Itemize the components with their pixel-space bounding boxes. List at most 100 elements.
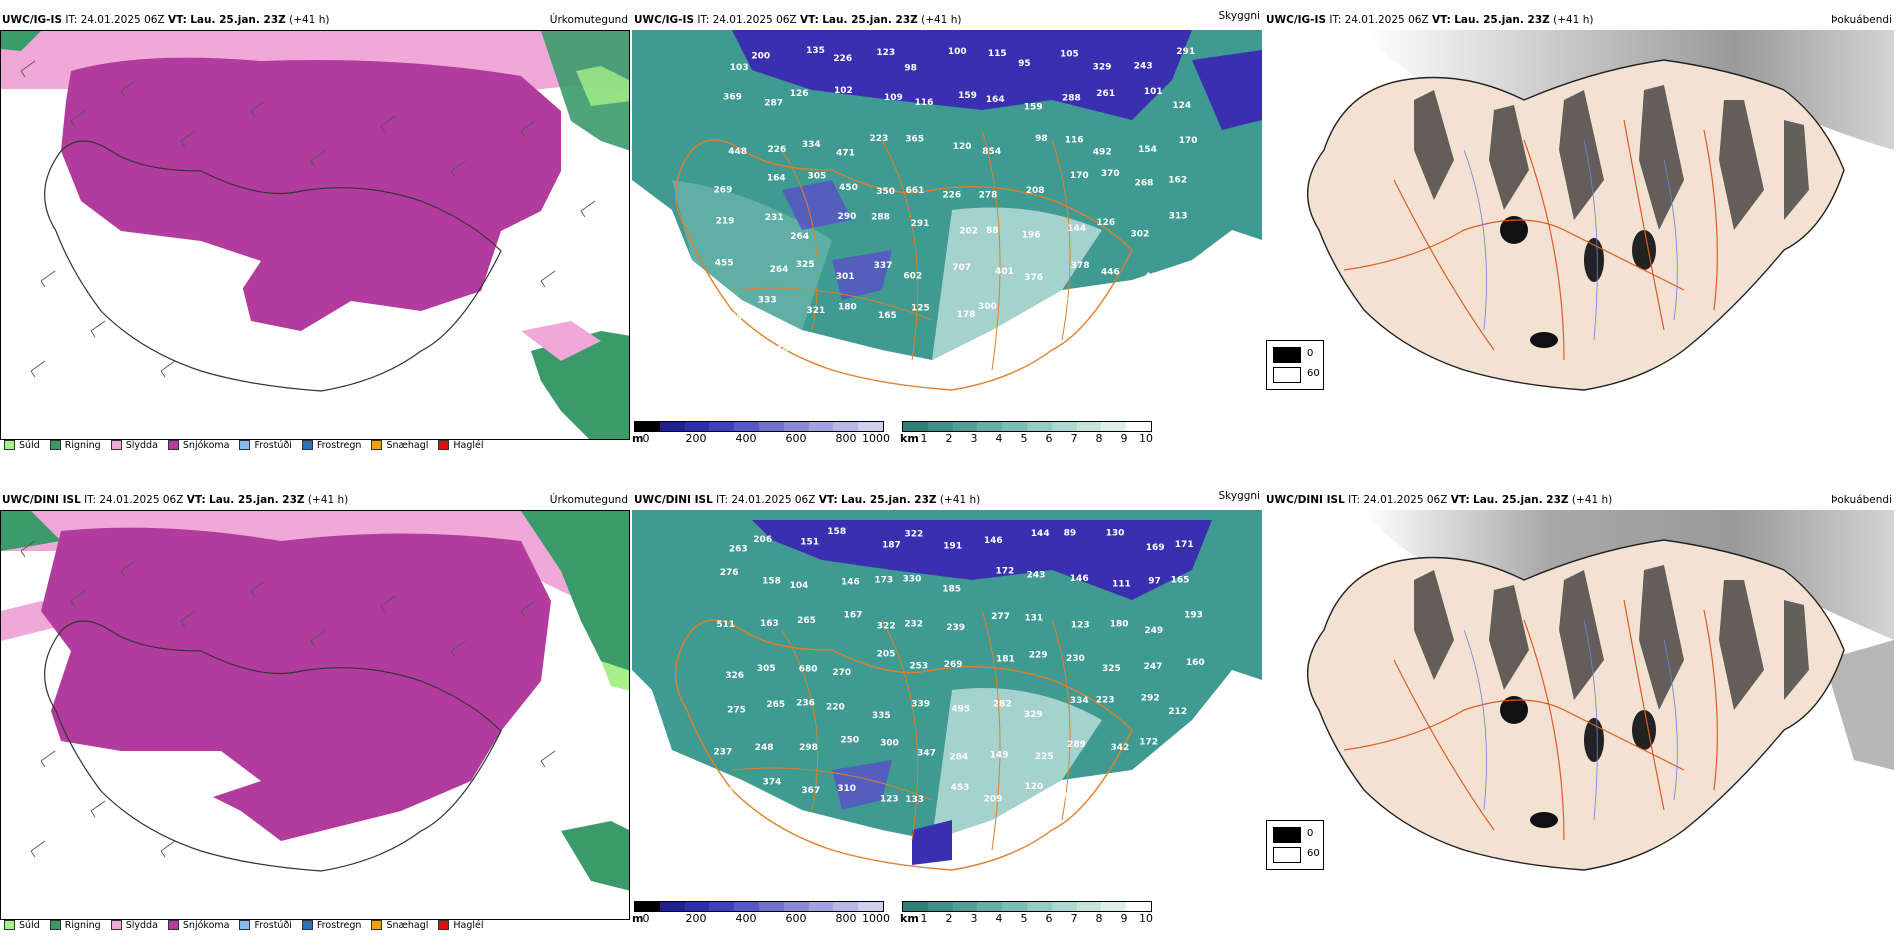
cloud-base-value: 155 bbox=[1133, 306, 1152, 316]
cloud-base-value: 486 bbox=[1145, 272, 1164, 282]
cloud-base-value: 264 bbox=[770, 265, 789, 275]
fog-key-low: 0 bbox=[1307, 348, 1314, 359]
cloudbase-colorbar: m 0 200 400 600 800 1000 bbox=[632, 901, 890, 926]
cloud-base-value: 196 bbox=[1022, 230, 1041, 240]
cloud-base-value: 105 bbox=[1060, 50, 1079, 60]
cloud-map: 103 200 135 226 123 98 100 115 95 105 329 243 291 369… bbox=[632, 30, 1262, 440]
cloud-panel-bottom: UWC/DINI ISL IT: 24.01.2025 06Z VT: Lau.… bbox=[632, 488, 1262, 938]
cloud-base-value: 325 bbox=[796, 260, 815, 270]
cloud-base-value: 167 bbox=[844, 611, 863, 621]
cloud-base-value: 455 bbox=[715, 259, 734, 269]
cloud-base-value: 180 bbox=[1110, 619, 1129, 629]
vt-value: Lau. 25.jan. 23Z bbox=[190, 14, 286, 26]
cloud-base-value: 854 bbox=[982, 147, 1001, 157]
cloud-base-value: 292 bbox=[1062, 792, 1081, 802]
cloud-base-value: 95 bbox=[1146, 776, 1159, 786]
cloud-base-value: 193 bbox=[1184, 611, 1203, 621]
cloud-base-value: 9 bbox=[1177, 795, 1183, 805]
cloud-base-value: 287 bbox=[764, 98, 783, 108]
cloud-base-value: 231 bbox=[765, 213, 784, 223]
panel-title: Úrkomutegund bbox=[549, 494, 628, 506]
fog-key-high: 60 bbox=[1307, 848, 1320, 859]
cloud-base-value: 270 bbox=[832, 668, 851, 678]
cloud-base-value: 237 bbox=[713, 748, 732, 758]
cloud-base-value: 212 bbox=[1168, 707, 1187, 717]
visibility-ticks: 1 2 3 4 5 6 7 8 9 10 bbox=[920, 432, 1154, 445]
cloud-base-value: 162 bbox=[1168, 176, 1187, 186]
cloud-base-value: 367 bbox=[801, 786, 820, 796]
cloud-base-value: 269 bbox=[714, 185, 733, 195]
cloud-base-value: 100 bbox=[948, 47, 967, 57]
cloud-base-value: 163 bbox=[760, 619, 779, 629]
cloud-base-value: 148 bbox=[770, 345, 789, 355]
cloud-base-value: 602 bbox=[903, 272, 922, 282]
model-name: UWC/IG-IS bbox=[2, 14, 63, 26]
cloud-base-value: 206 bbox=[753, 535, 772, 545]
fog-map bbox=[1264, 510, 1894, 920]
cloud-base-value: 124 bbox=[1172, 101, 1191, 111]
cloud-base-value: 171 bbox=[1173, 316, 1192, 326]
cloud-base-value: 149 bbox=[990, 751, 1009, 761]
cloud-base-value: 116 bbox=[915, 98, 934, 108]
cloud-base-value: 302 bbox=[1131, 229, 1150, 239]
cloud-base-value: 365 bbox=[905, 135, 924, 145]
model-name: UWC/IG-IS bbox=[634, 14, 695, 26]
cloud-base-value: 305 bbox=[757, 664, 776, 674]
cloudbase-unit: m bbox=[632, 432, 644, 445]
cloudbase-colorbar: m 0 200 400 600 800 1000 bbox=[632, 421, 891, 446]
cloud-base-value: 164 bbox=[986, 95, 1005, 105]
legend-item-suld: Súld bbox=[4, 920, 40, 931]
cloud-base-value: 313 bbox=[1169, 211, 1188, 221]
cloud-base-value: 89 bbox=[1064, 529, 1077, 539]
cloud-base-value: 172 bbox=[1139, 738, 1158, 748]
cloud-base-value: 98 bbox=[1035, 134, 1048, 144]
cloud-base-value: 170 bbox=[1070, 171, 1089, 181]
cloud-base-value: 223 bbox=[1096, 695, 1115, 705]
fog-key-low: 0 bbox=[1307, 828, 1314, 839]
model-name: UWC/DINI ISL bbox=[634, 494, 713, 506]
cloud-base-value: 243 bbox=[1134, 61, 1153, 71]
cloud-base-value: 374 bbox=[1178, 274, 1197, 284]
panel-header: UWC/IG-IS IT: 24.01.2025 06Z VT: Lau. 25… bbox=[634, 10, 1260, 26]
cloud-base-value: 229 bbox=[1029, 651, 1048, 661]
cloud-base-value: 453 bbox=[951, 783, 970, 793]
legend-item-haglel: Haglél bbox=[438, 440, 484, 451]
legend-item-suld: Súld bbox=[4, 440, 40, 451]
cloud-base-value: 495 bbox=[951, 704, 970, 714]
cloud-base-value: 277 bbox=[991, 612, 1010, 622]
cloud-base-value: 298 bbox=[799, 743, 818, 753]
cloud-base-value: 160 bbox=[1186, 658, 1205, 668]
cloud-base-value: 185 bbox=[942, 584, 961, 594]
legend-item-haglel: Haglél bbox=[438, 920, 484, 931]
cloud-base-value: 225 bbox=[1035, 752, 1054, 762]
cloudbase-ticks: 0 200 400 600 800 1000 bbox=[642, 432, 891, 445]
cloud-base-value: 334 bbox=[1070, 696, 1089, 706]
cloud-base-value: 202 bbox=[959, 227, 978, 237]
cloud-base-value: 268 bbox=[1135, 179, 1154, 189]
cloud-base-value: 236 bbox=[796, 699, 815, 709]
cloud-base-value: 247 bbox=[1144, 662, 1163, 672]
cloud-base-value: 376 bbox=[1024, 273, 1043, 283]
cloud-base-value: 146 bbox=[841, 578, 860, 588]
lead-time: (+41 h) bbox=[289, 14, 330, 26]
cloud-base-value: 101 bbox=[1144, 87, 1163, 97]
cloud-base-value: 264 bbox=[790, 232, 809, 242]
legend-item-snaehagl: Snæhagl bbox=[371, 920, 428, 931]
legend-item-rigning: Rigning bbox=[49, 920, 101, 931]
cloud-base-value: 288 bbox=[871, 212, 890, 222]
cloud-base-value: 154 bbox=[1138, 145, 1157, 155]
cloud-base-value: 263 bbox=[729, 545, 748, 555]
cloud-base-value: 173 bbox=[874, 575, 893, 585]
cloud-base-value: 446 bbox=[1101, 267, 1120, 277]
fog-panel-bottom: UWC/DINI ISL IT: 24.01.2025 06Z VT: Lau.… bbox=[1264, 488, 1900, 938]
cloud-base-value: 325 bbox=[1102, 664, 1121, 674]
cloud-base-value: 181 bbox=[996, 654, 1015, 664]
cloud-base-value: 370 bbox=[1101, 169, 1120, 179]
cloud-base-value: 171 bbox=[1175, 540, 1194, 550]
cloud-base-value: 151 bbox=[800, 538, 819, 548]
cloudbase-unit: m bbox=[632, 912, 644, 925]
cloud-base-value: 243 bbox=[1027, 571, 1046, 581]
cloud-base-value: 123 bbox=[876, 48, 895, 58]
cloud-base-value: 249 bbox=[1144, 626, 1163, 636]
